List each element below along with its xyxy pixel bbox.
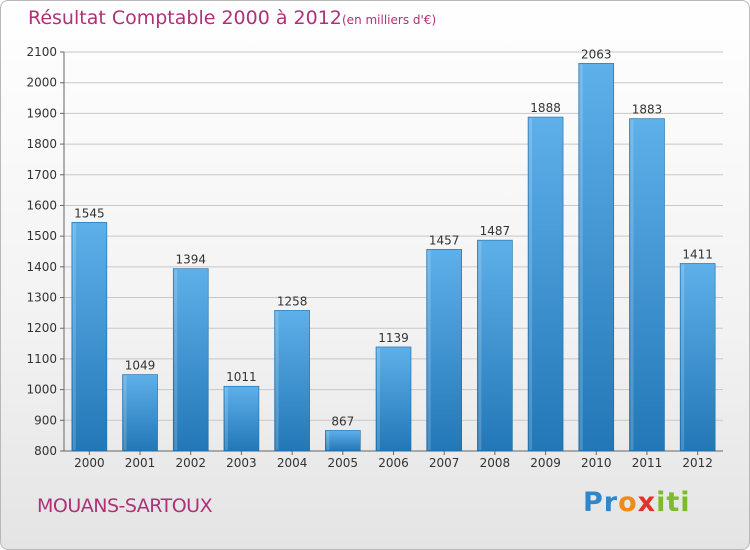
bar-highlight (123, 375, 127, 450)
data-label-2006: 1139 (378, 331, 409, 345)
bar-2008 (477, 239, 513, 452)
bar-2004 (274, 310, 310, 452)
x-tick-label: 2003 (226, 456, 257, 470)
data-label-2002: 1394 (175, 253, 206, 267)
y-tick-label: 1400 (26, 260, 57, 274)
bar-2009 (527, 116, 564, 452)
data-label-2004: 1258 (277, 294, 308, 308)
y-tick-label: 1500 (26, 229, 57, 243)
y-tick-label: 1700 (26, 168, 57, 182)
x-tick-label: 2007 (429, 456, 460, 470)
data-label-2012: 1411 (682, 247, 713, 261)
x-tick-label: 2012 (682, 456, 713, 470)
bar-2010 (578, 63, 615, 452)
y-tick-label: 2100 (26, 45, 57, 59)
bar-highlight (72, 223, 76, 450)
bar-2012 (679, 263, 716, 452)
y-tick-label: 1800 (26, 137, 57, 151)
x-tick-label: 2009 (530, 456, 561, 470)
bar-2003 (223, 385, 260, 452)
y-tick-label: 1300 (26, 291, 57, 305)
bar-highlight (478, 241, 482, 450)
bar-highlight (630, 119, 634, 451)
bar-highlight (377, 347, 380, 450)
chart-subtitle: (en milliers d'€) (342, 13, 437, 27)
x-tick-label: 2000 (74, 456, 105, 470)
x-tick-label: 2006 (378, 456, 409, 470)
bar-highlight (326, 431, 330, 450)
bar-highlight (529, 118, 533, 451)
data-label-2007: 1457 (429, 233, 460, 247)
bar-2011 (629, 118, 665, 452)
y-tick-label: 900 (34, 413, 57, 427)
bar-highlight (224, 387, 228, 450)
bar-2006 (375, 346, 412, 452)
label-layer: 1545 2000 1049 2001 1394 2002 1011 2003 1258 2004… (74, 47, 713, 470)
chart-title: Résultat Comptable 2000 à 2012 (28, 7, 342, 29)
proxiti-logo: Proxiti (583, 487, 691, 518)
x-tick-label: 2011 (632, 456, 663, 470)
data-label-2001: 1049 (125, 359, 156, 373)
bar-highlight (174, 269, 178, 450)
x-tick-label: 2002 (175, 456, 206, 470)
y-tick-label: 800 (34, 444, 57, 458)
bar-2007 (426, 249, 462, 452)
data-label-2003: 1011 (226, 370, 257, 384)
bar-highlight (427, 250, 431, 450)
data-label-2009: 1888 (530, 101, 561, 115)
x-tick-label: 2005 (328, 456, 359, 470)
commune-name: MOUANS-SARTOUX (37, 495, 213, 517)
x-tick-label: 2004 (277, 456, 308, 470)
data-label-2011: 1883 (632, 103, 663, 117)
y-tick-label: 2000 (26, 76, 57, 90)
data-label-2000: 1545 (74, 206, 105, 220)
y-tick-label: 1900 (26, 106, 57, 120)
bar-2000 (71, 222, 108, 452)
y-tick-label: 1000 (26, 383, 57, 397)
y-tick-label: 1100 (26, 352, 57, 366)
x-tick-label: 2001 (125, 456, 156, 470)
bar-2005 (325, 430, 361, 452)
bar-highlight (275, 311, 279, 450)
bar-2001 (122, 374, 158, 452)
data-label-2005: 867 (331, 414, 354, 428)
bar-highlight (579, 64, 583, 451)
data-label-2008: 1487 (480, 224, 511, 238)
x-tick-label: 2010 (581, 456, 612, 470)
y-tick-label: 1200 (26, 321, 57, 335)
bar-layer (71, 63, 716, 452)
bar-highlight (681, 264, 685, 450)
y-tick-label: 1600 (26, 198, 57, 212)
data-label-2010: 2063 (581, 47, 612, 61)
bar-2002 (172, 268, 209, 452)
x-tick-label: 2008 (480, 456, 511, 470)
